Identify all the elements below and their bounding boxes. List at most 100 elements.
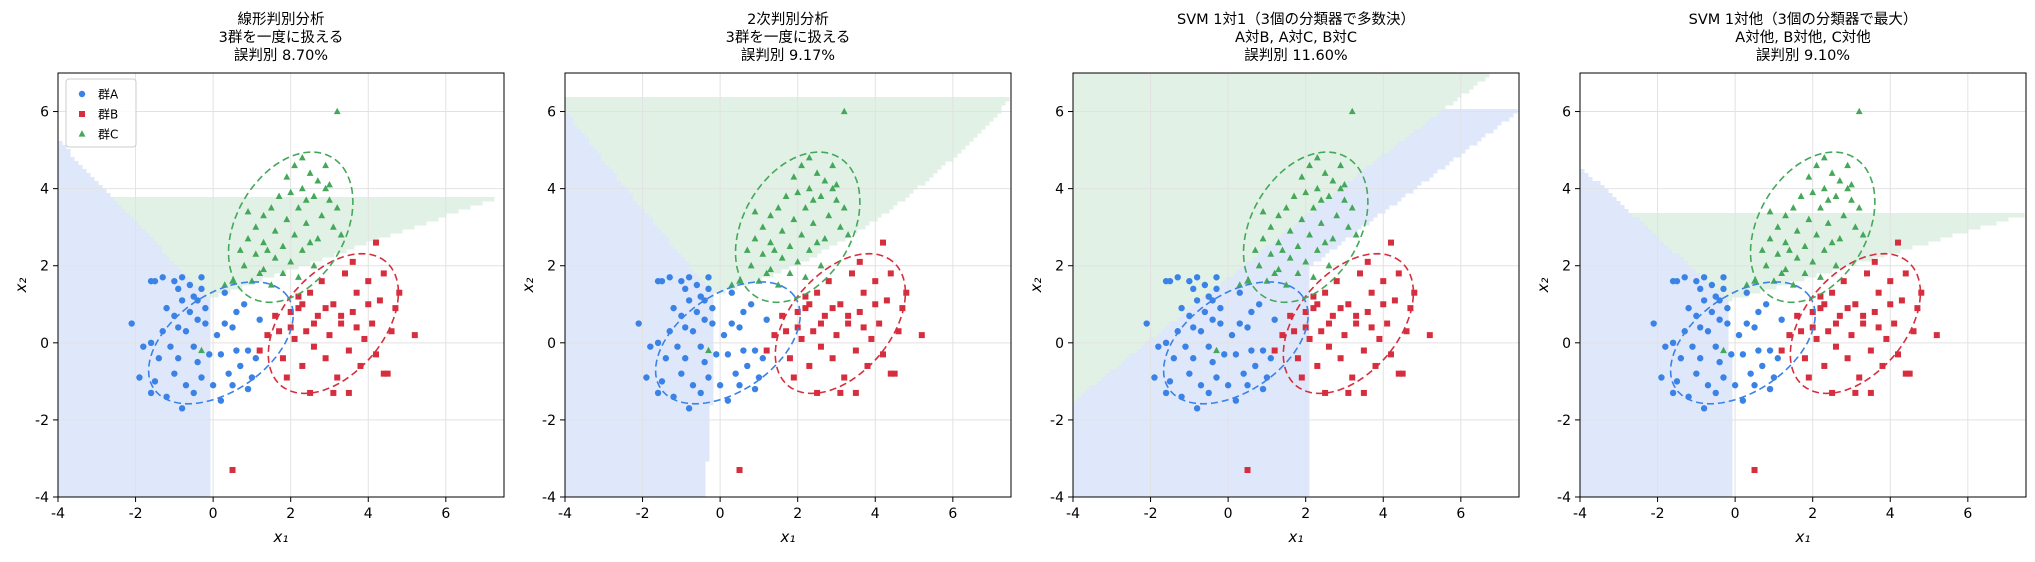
region-A-cell bbox=[1125, 357, 1310, 362]
point-group-a bbox=[202, 304, 209, 312]
region-A-cell bbox=[1580, 473, 1733, 478]
region-A-cell bbox=[58, 473, 211, 478]
region-C-cell bbox=[1073, 153, 1382, 158]
point-group-c bbox=[1325, 192, 1333, 199]
point-group-a bbox=[198, 274, 205, 281]
y-tick-label: -4 bbox=[542, 490, 556, 506]
region-A-cell bbox=[1073, 457, 1310, 462]
region-C-cell bbox=[1073, 273, 1234, 278]
region-C-cell bbox=[629, 189, 914, 194]
region-A-cell bbox=[1281, 233, 1354, 238]
region-C-cell bbox=[186, 273, 275, 278]
point-group-c bbox=[829, 184, 836, 192]
point-group-b bbox=[895, 328, 902, 335]
region-A-cell bbox=[1580, 281, 1709, 286]
region-A-cell bbox=[1580, 213, 1633, 218]
region-A-cell bbox=[565, 253, 682, 258]
point-group-c bbox=[1259, 234, 1267, 242]
region-A-cell bbox=[565, 437, 710, 442]
x-tick-label: -4 bbox=[558, 506, 572, 522]
point-group-b bbox=[880, 351, 887, 358]
region-A-cell bbox=[565, 113, 570, 118]
region-A-cell bbox=[1580, 433, 1733, 438]
point-group-a bbox=[1700, 274, 1708, 281]
x-axis-label: x₁ bbox=[1288, 528, 1304, 546]
point-group-c bbox=[1275, 265, 1282, 273]
region-A-cell bbox=[1580, 301, 1729, 306]
point-group-a bbox=[155, 355, 163, 362]
point-group-b bbox=[1809, 324, 1816, 331]
point-group-a bbox=[1259, 385, 1267, 393]
region-C-cell bbox=[206, 293, 219, 298]
region-A-cell bbox=[1580, 377, 1733, 382]
region-A-cell bbox=[565, 313, 714, 318]
region-A-cell bbox=[1580, 209, 1629, 214]
point-group-b bbox=[272, 312, 279, 319]
region-C-cell bbox=[1648, 225, 1981, 230]
point-group-a bbox=[244, 347, 252, 354]
point-group-a bbox=[182, 328, 190, 335]
region-A-cell bbox=[1105, 373, 1310, 378]
region-A-cell bbox=[1580, 177, 1593, 182]
point-group-b bbox=[1391, 297, 1398, 304]
point-group-b bbox=[1380, 278, 1387, 285]
point-group-c bbox=[256, 269, 264, 277]
region-A-cell bbox=[1580, 373, 1733, 378]
point-group-b bbox=[845, 320, 852, 327]
point-group-a bbox=[244, 385, 252, 393]
region-C-cell bbox=[174, 261, 311, 266]
region-A-cell bbox=[58, 277, 191, 282]
point-group-a bbox=[163, 304, 170, 312]
region-C-cell bbox=[1073, 181, 1346, 186]
point-group-a bbox=[1271, 316, 1278, 323]
x-tick-label: -2 bbox=[1144, 506, 1158, 522]
point-group-a bbox=[233, 308, 240, 316]
point-group-c bbox=[275, 192, 283, 199]
point-group-b bbox=[256, 347, 263, 354]
point-group-a bbox=[147, 339, 155, 347]
point-group-b bbox=[1887, 278, 1894, 285]
point-group-b bbox=[1821, 301, 1828, 308]
point-group-a bbox=[693, 308, 701, 316]
decision-regions bbox=[1073, 73, 1518, 497]
region-A-cell bbox=[1077, 397, 1310, 402]
region-A-cell bbox=[58, 145, 67, 150]
point-group-b bbox=[1388, 351, 1395, 358]
point-group-b bbox=[1848, 332, 1855, 339]
region-A-cell bbox=[58, 197, 115, 202]
region-A-cell bbox=[1141, 345, 1310, 350]
point-group-b bbox=[802, 293, 809, 300]
point-group-c bbox=[318, 211, 326, 219]
point-group-a bbox=[1712, 343, 1719, 350]
panel-3: -4 -2 0 2 4 6 -4 -2 0 2 4 6 x₁ x₂ SVM 1対1（3個の分類器で多数決）A… bbox=[1027, 11, 1520, 546]
point-group-c bbox=[1836, 177, 1844, 184]
point-group-b bbox=[810, 328, 817, 335]
point-group-c bbox=[1271, 269, 1279, 277]
region-A-cell bbox=[565, 453, 710, 458]
region-C-cell bbox=[1073, 329, 1162, 334]
region-A-cell bbox=[565, 473, 706, 478]
point-group-c bbox=[1793, 227, 1801, 234]
point-group-c bbox=[1236, 281, 1244, 288]
region-C-cell bbox=[1680, 253, 1885, 258]
point-group-a bbox=[689, 382, 697, 389]
region-C-cell bbox=[1073, 165, 1366, 170]
point-group-a bbox=[1716, 316, 1723, 323]
point-group-a bbox=[1720, 285, 1727, 293]
region-A-cell bbox=[565, 385, 714, 390]
point-group-b bbox=[1794, 312, 1801, 319]
region-A-cell bbox=[1241, 265, 1310, 270]
point-group-b bbox=[1906, 370, 1913, 377]
chart-title-line-1: SVM 1対他（3個の分類器で最大） bbox=[1689, 11, 1918, 28]
region-A-cell bbox=[565, 449, 710, 454]
point-group-b bbox=[1337, 355, 1344, 362]
region-A-cell bbox=[58, 245, 163, 250]
point-group-c bbox=[1828, 169, 1836, 176]
region-C-cell bbox=[162, 245, 355, 250]
point-group-c bbox=[1805, 173, 1813, 180]
point-group-b bbox=[817, 320, 824, 327]
x-tick-label: 4 bbox=[1379, 506, 1388, 522]
region-A-cell bbox=[1580, 273, 1701, 278]
region-A-cell bbox=[1580, 265, 1693, 270]
point-group-a bbox=[674, 343, 681, 350]
